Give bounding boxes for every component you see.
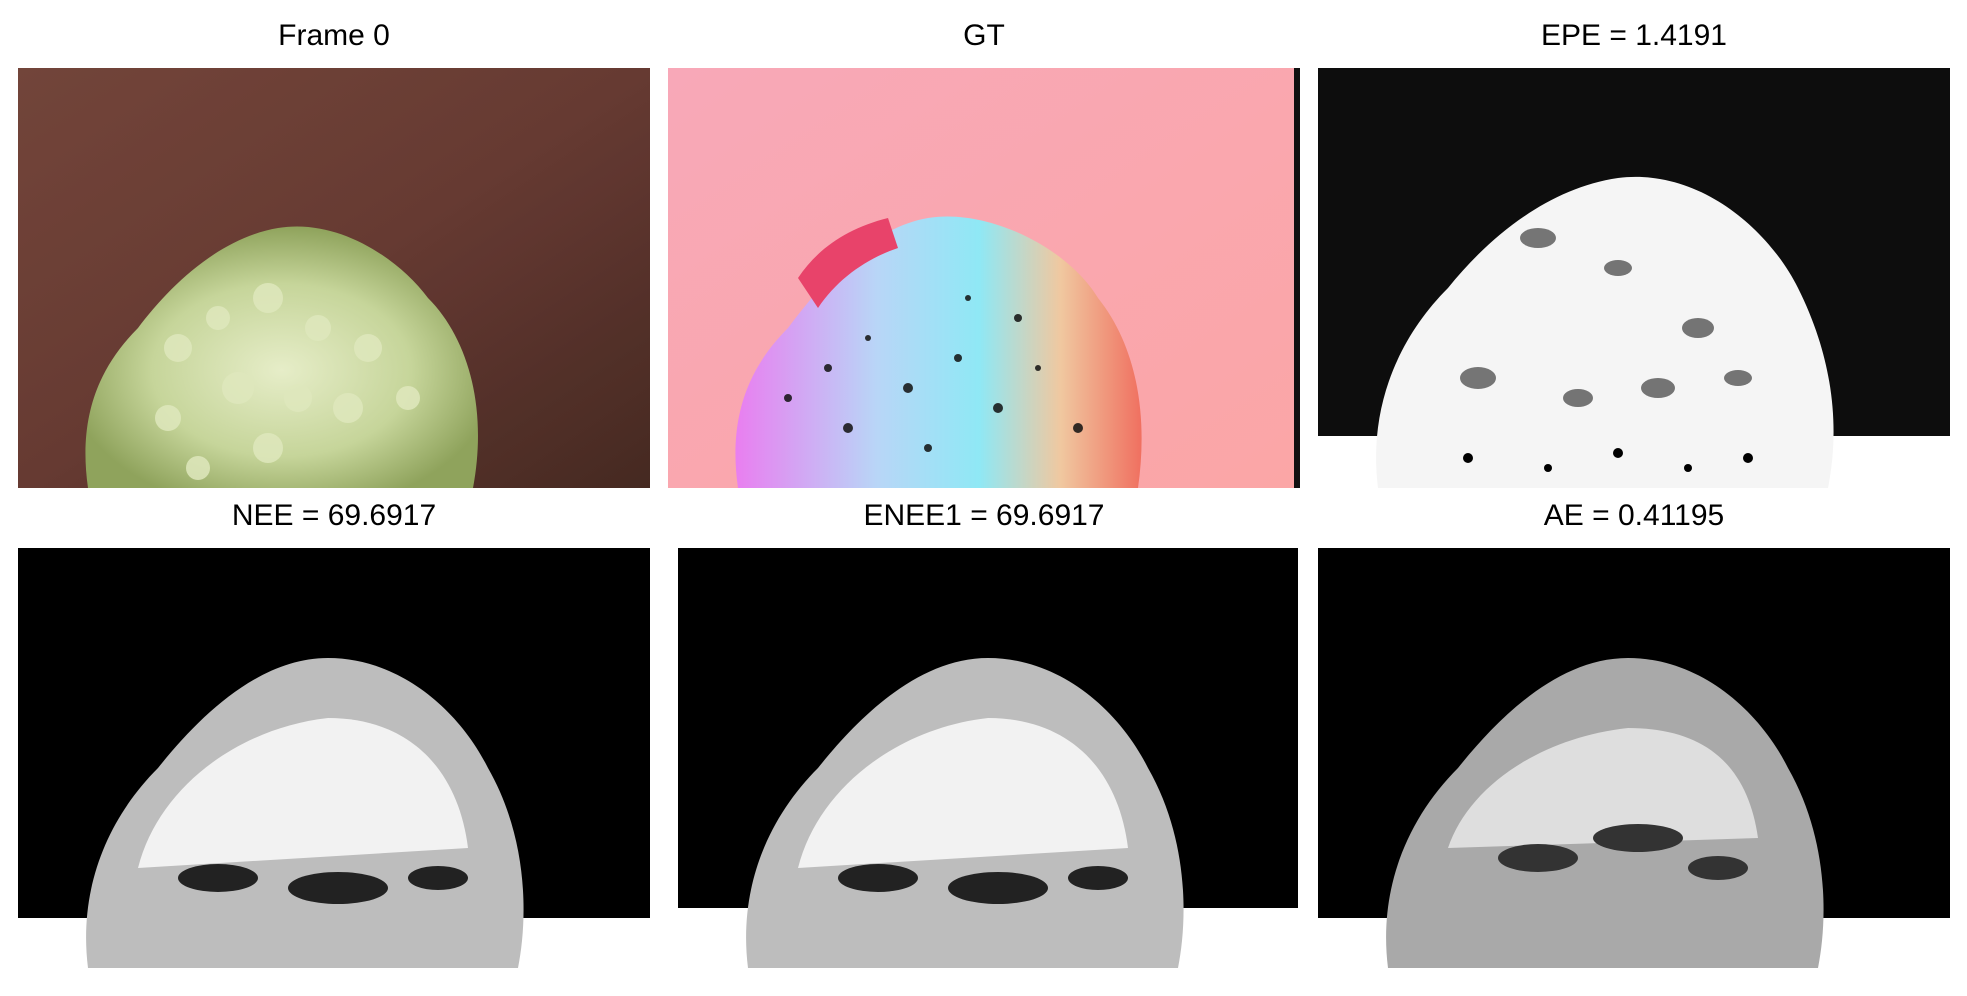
panel-title-nee: NEE = 69.6917	[231, 499, 437, 532]
epe-error-map	[1318, 68, 1950, 488]
enee1-error-map	[678, 548, 1298, 968]
gt-flow-image	[668, 68, 1300, 488]
panel-title-ae: AE = 0.41195	[1543, 499, 1725, 532]
frame0-image	[18, 68, 650, 488]
panel-title-epe: EPE = 1.4191	[1541, 19, 1727, 52]
panel-title-frame0: Frame 0	[278, 19, 390, 52]
panel-title-gt: GT	[963, 19, 1005, 52]
ae-error-map	[1318, 548, 1950, 968]
panel-title-enee1: ENEE1 = 69.6917	[863, 499, 1105, 532]
nee-error-map	[18, 548, 650, 968]
